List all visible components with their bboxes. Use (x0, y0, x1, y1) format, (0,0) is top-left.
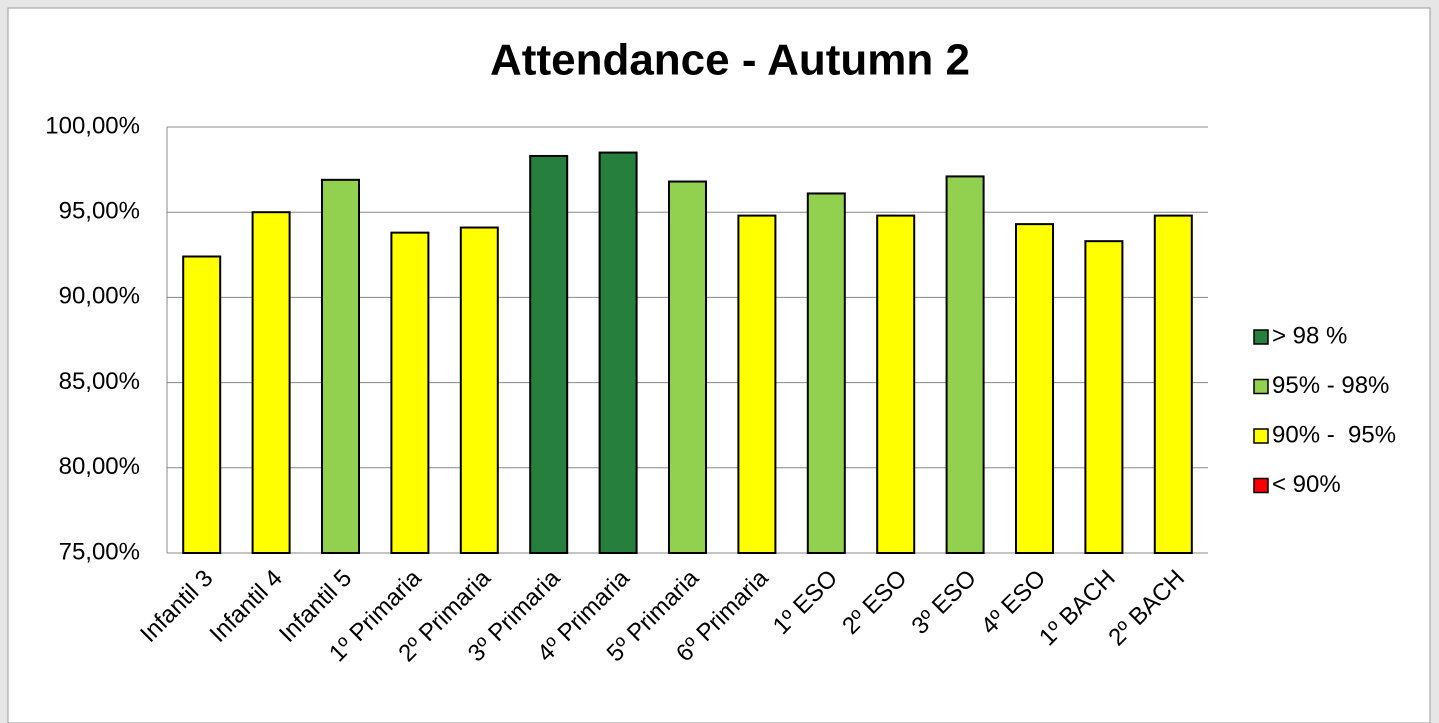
bar (459, 226, 499, 554)
legend-swatch (1253, 428, 1269, 444)
bar (806, 192, 846, 554)
bar (182, 255, 222, 554)
bar (1015, 223, 1054, 555)
legend-swatch (1253, 477, 1269, 494)
bar (1084, 240, 1124, 554)
legend-label: 90% - 95% (1272, 421, 1396, 448)
bar (321, 178, 360, 554)
legend-label: < 90% (1272, 471, 1341, 498)
legend-swatch (1253, 329, 1269, 345)
bar (737, 214, 777, 554)
bar (529, 154, 569, 555)
bar (251, 211, 291, 554)
y-tick-label: 85,00% (59, 368, 140, 395)
legend-label: > 98 % (1272, 322, 1347, 349)
bar (668, 180, 707, 554)
y-tick-label: 80,00% (59, 453, 140, 480)
legend-label: 95% - 98% (1272, 372, 1389, 399)
bar (390, 231, 430, 554)
y-tick-label: 90,00% (59, 283, 140, 310)
legend-swatch (1253, 378, 1269, 395)
y-tick-label: 100,00% (45, 112, 140, 139)
bar (945, 175, 985, 555)
bar (876, 214, 916, 554)
y-tick-label: 75,00% (59, 538, 140, 565)
chart-title: Attendance - Autumn 2 (490, 36, 970, 85)
y-tick-label: 95,00% (59, 198, 140, 225)
bar (598, 151, 638, 554)
bar (1153, 214, 1193, 554)
